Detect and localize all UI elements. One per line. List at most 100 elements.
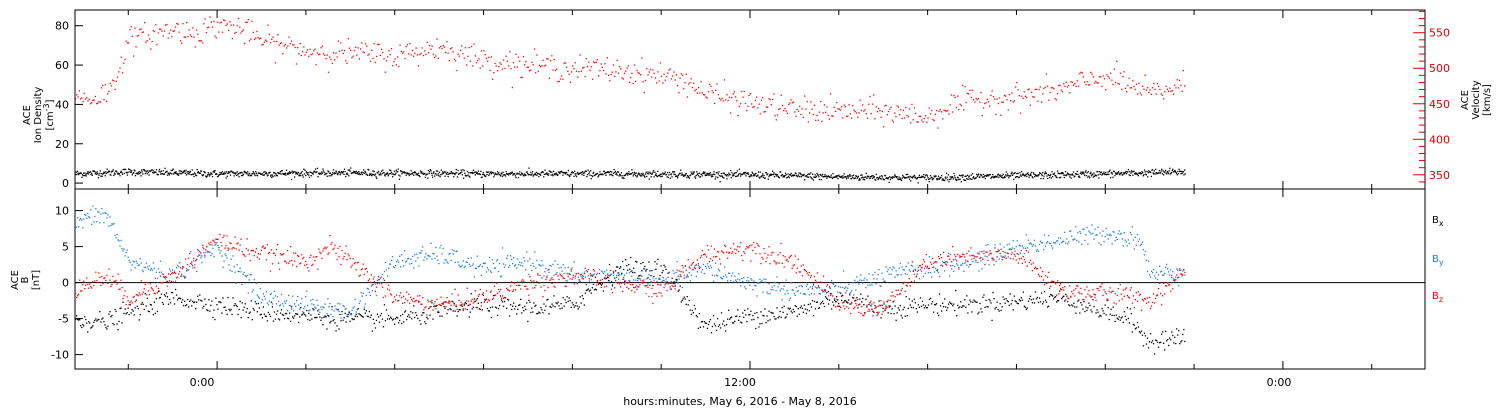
velocity-point — [717, 94, 719, 96]
by-point — [778, 283, 780, 285]
by-point — [319, 311, 321, 313]
density-point — [424, 176, 426, 178]
density-point — [496, 173, 498, 176]
density-point — [637, 173, 639, 175]
bx-point — [734, 320, 736, 322]
velocity-point — [207, 27, 209, 29]
by-point — [666, 280, 668, 283]
velocity-point — [1032, 96, 1034, 98]
by-point — [104, 212, 106, 214]
velocity-point — [531, 61, 533, 63]
density-point — [460, 169, 462, 171]
bx-point — [839, 305, 841, 307]
velocity-point — [689, 82, 691, 84]
velocity-point — [483, 50, 485, 52]
density-point — [472, 169, 475, 171]
density-point — [1106, 173, 1109, 175]
density-point — [1139, 172, 1141, 174]
bx-point — [857, 307, 859, 309]
by-point — [259, 288, 261, 290]
by-point — [689, 280, 691, 282]
y-tick-label: 500 — [1429, 62, 1450, 75]
density-point — [747, 172, 749, 174]
density-point — [463, 177, 465, 179]
density-point — [1017, 172, 1019, 175]
bx-point — [832, 301, 834, 303]
bx-point — [309, 319, 311, 321]
velocity-point — [603, 69, 605, 72]
density-point — [276, 175, 278, 177]
bx-point — [321, 317, 323, 319]
density-point — [604, 172, 607, 174]
bx-point — [389, 316, 392, 318]
velocity-point — [1002, 101, 1004, 104]
bx-point — [145, 305, 147, 307]
by-point — [514, 265, 516, 267]
velocity-point — [788, 103, 790, 106]
velocity-point — [838, 108, 840, 110]
bx-point — [1089, 304, 1091, 307]
velocity-point — [457, 53, 459, 55]
velocity-point — [124, 58, 126, 61]
density-point — [1098, 177, 1100, 179]
velocity-point — [1045, 73, 1048, 75]
by-point — [183, 275, 185, 277]
velocity-point — [864, 109, 866, 111]
by-point — [1124, 239, 1126, 241]
velocity-point — [471, 45, 473, 48]
density-point — [475, 172, 478, 175]
by-point — [640, 274, 642, 276]
density-point — [131, 174, 133, 176]
density-point — [794, 174, 796, 177]
density-point — [1046, 175, 1048, 177]
bx-point — [1107, 307, 1109, 309]
bx-point — [995, 306, 997, 309]
velocity-point — [472, 65, 474, 67]
density-point — [199, 172, 201, 174]
density-point — [649, 171, 651, 173]
by-point — [878, 269, 880, 271]
density-point — [1040, 177, 1042, 180]
by-point — [495, 260, 498, 262]
velocity-point — [389, 54, 391, 56]
velocity-point — [559, 78, 562, 80]
bx-point — [1135, 327, 1137, 329]
by-point — [841, 294, 843, 297]
by-point — [610, 273, 613, 275]
density-point — [79, 172, 82, 174]
density-point — [410, 170, 412, 172]
velocity-point — [781, 105, 784, 107]
bx-point — [243, 306, 245, 308]
velocity-point — [874, 118, 876, 120]
density-point — [447, 175, 449, 178]
bx-point — [202, 307, 204, 309]
density-point — [977, 174, 979, 176]
density-point — [1157, 172, 1159, 174]
density-point — [119, 175, 121, 177]
by-point — [621, 273, 623, 276]
by-point — [942, 261, 944, 263]
by-point — [590, 279, 592, 281]
density-point — [1111, 171, 1113, 174]
bx-point — [1076, 306, 1078, 308]
by-point — [740, 285, 742, 287]
bx-point — [743, 316, 745, 318]
bx-point — [538, 311, 540, 313]
by-point — [467, 257, 469, 260]
density-point — [986, 175, 988, 177]
bx-point — [1103, 312, 1105, 314]
bx-point — [516, 313, 518, 315]
density-point — [395, 172, 397, 174]
velocity-point — [262, 43, 264, 46]
by-point — [1145, 259, 1148, 261]
by-point — [918, 278, 920, 280]
velocity-point — [509, 51, 511, 53]
bx-point — [938, 293, 941, 295]
by-point — [457, 261, 459, 263]
by-point — [1150, 270, 1153, 272]
velocity-point — [1052, 87, 1054, 89]
density-point — [346, 172, 348, 174]
velocity-point — [774, 115, 776, 117]
bx-point — [1078, 299, 1080, 301]
bx-point — [1126, 307, 1128, 309]
